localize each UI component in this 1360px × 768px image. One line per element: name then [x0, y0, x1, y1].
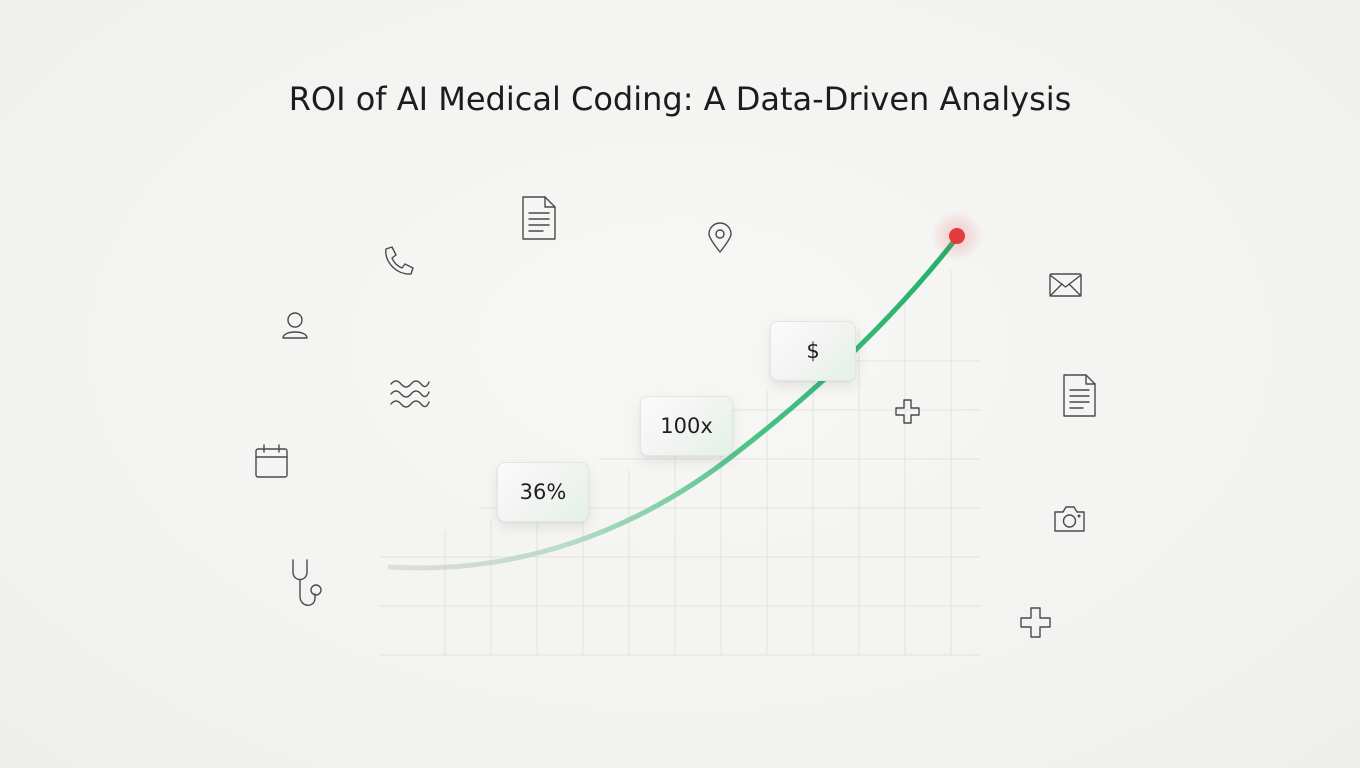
- medical-cross-icon: [895, 399, 920, 424]
- stat-card-multiplier: 100x: [640, 396, 733, 456]
- stat-value: $: [806, 339, 820, 363]
- stat-card-dollar: $: [770, 321, 856, 381]
- page-title: ROI of AI Medical Coding: A Data-Driven …: [288, 80, 1072, 118]
- medical-cross-icon: [1020, 607, 1051, 638]
- user-icon: [282, 312, 308, 339]
- stat-value: 100x: [660, 414, 713, 438]
- calendar-icon: [255, 444, 288, 478]
- background-grid: [380, 270, 980, 656]
- endpoint-dot: [949, 228, 965, 244]
- stethoscope-icon: [292, 559, 322, 606]
- phone-icon: [385, 246, 414, 275]
- document-icon: [1063, 374, 1096, 417]
- envelope-icon: [1049, 273, 1082, 297]
- growth-curve: [387, 237, 958, 571]
- stat-value: 36%: [519, 480, 567, 504]
- stat-card-percent: 36%: [497, 462, 589, 522]
- document-icon: [522, 196, 556, 240]
- location-pin-icon: [708, 222, 732, 253]
- camera-icon: [1054, 506, 1085, 532]
- wave-icon: [390, 380, 430, 408]
